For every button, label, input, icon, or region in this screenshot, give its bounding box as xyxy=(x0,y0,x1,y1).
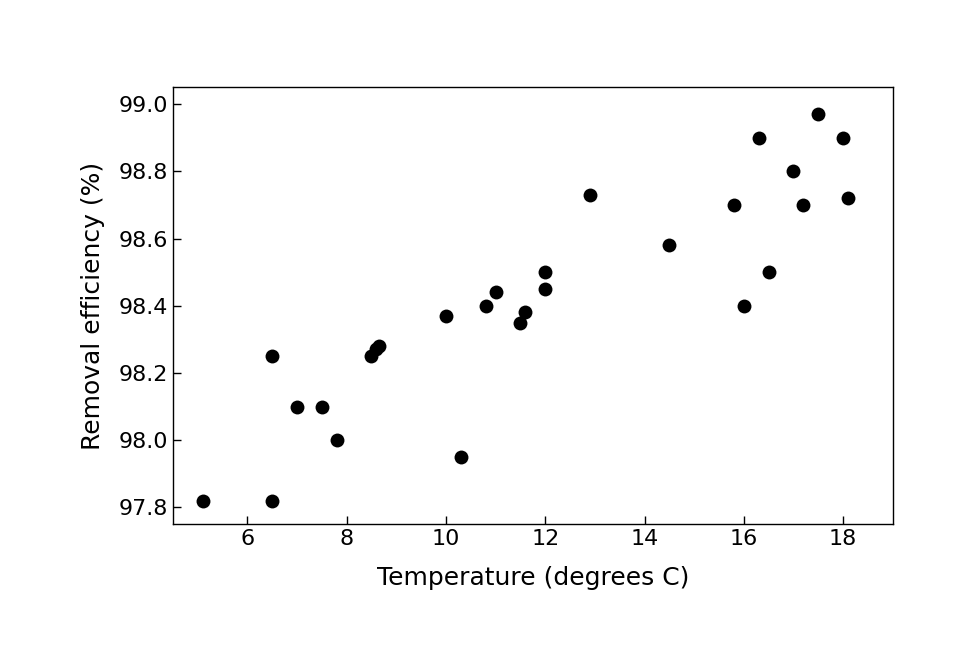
Point xyxy=(840,193,855,204)
Point xyxy=(453,452,468,462)
Point xyxy=(517,307,533,318)
Point xyxy=(786,166,802,177)
Point xyxy=(751,132,766,143)
Point xyxy=(438,310,453,321)
Point xyxy=(478,300,493,311)
Point xyxy=(796,200,811,210)
Point xyxy=(582,190,597,200)
Point xyxy=(538,267,553,278)
Point xyxy=(264,495,279,506)
Point xyxy=(726,200,741,210)
X-axis label: Temperature (degrees C): Temperature (degrees C) xyxy=(376,566,689,590)
Point xyxy=(661,240,677,251)
Point xyxy=(264,351,279,362)
Point xyxy=(314,401,329,412)
Y-axis label: Removal efficiency (%): Removal efficiency (%) xyxy=(81,162,105,450)
Point xyxy=(372,341,387,351)
Point xyxy=(736,300,752,311)
Point xyxy=(369,344,384,355)
Point xyxy=(761,267,777,278)
Point xyxy=(538,284,553,294)
Point xyxy=(835,132,851,143)
Point xyxy=(329,435,345,446)
Point xyxy=(364,351,379,362)
Point xyxy=(513,317,528,328)
Point xyxy=(289,401,304,412)
Point xyxy=(195,495,210,506)
Point xyxy=(488,287,503,298)
Point xyxy=(810,109,826,120)
